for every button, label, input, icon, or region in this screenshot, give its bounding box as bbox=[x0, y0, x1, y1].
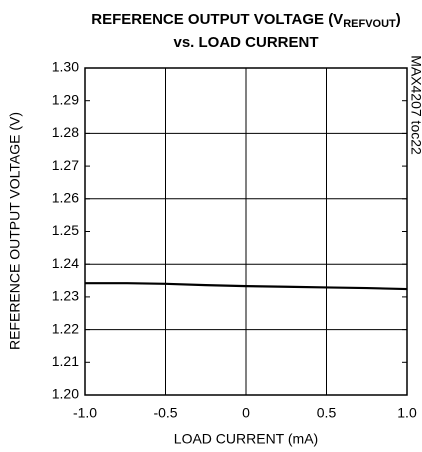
y-tick-label: 1.23 bbox=[52, 288, 79, 304]
x-tick-label: -0.5 bbox=[153, 405, 177, 421]
y-tick-label: 1.22 bbox=[52, 320, 79, 336]
chart-subtitle: vs. LOAD CURRENT bbox=[173, 34, 318, 51]
y-tick-label: 1.24 bbox=[52, 255, 79, 271]
y-tick-label: 1.29 bbox=[52, 91, 79, 107]
y-tick-label: 1.28 bbox=[52, 124, 79, 140]
x-tick-label: 1.0 bbox=[397, 405, 417, 421]
y-tick-label: 1.20 bbox=[52, 386, 79, 402]
title-text: REFERENCE OUTPUT VOLTAGE (V bbox=[91, 11, 343, 28]
title-text: ) bbox=[396, 11, 401, 28]
chart-title: REFERENCE OUTPUT VOLTAGE (VREFVOUT) bbox=[91, 11, 401, 30]
x-tick-label: 0 bbox=[242, 405, 250, 421]
annotation: MAX4207 toc22 bbox=[408, 55, 422, 155]
x-axis-label: LOAD CURRENT (mA) bbox=[174, 431, 318, 447]
y-tick-label: 1.27 bbox=[52, 157, 79, 173]
data-line bbox=[85, 282, 408, 291]
y-axis-label: REFERENCE OUTPUT VOLTAGE (V) bbox=[7, 112, 23, 350]
title-subscript: REFVOUT bbox=[343, 18, 396, 30]
y-tick-label: 1.25 bbox=[52, 222, 79, 238]
y-tick-label: 1.26 bbox=[52, 190, 79, 206]
y-tick-label: 1.30 bbox=[52, 59, 79, 75]
y-tick-label: 1.21 bbox=[52, 353, 79, 369]
x-tick-label: -1.0 bbox=[73, 405, 97, 421]
x-tick-label: 0.5 bbox=[317, 405, 337, 421]
